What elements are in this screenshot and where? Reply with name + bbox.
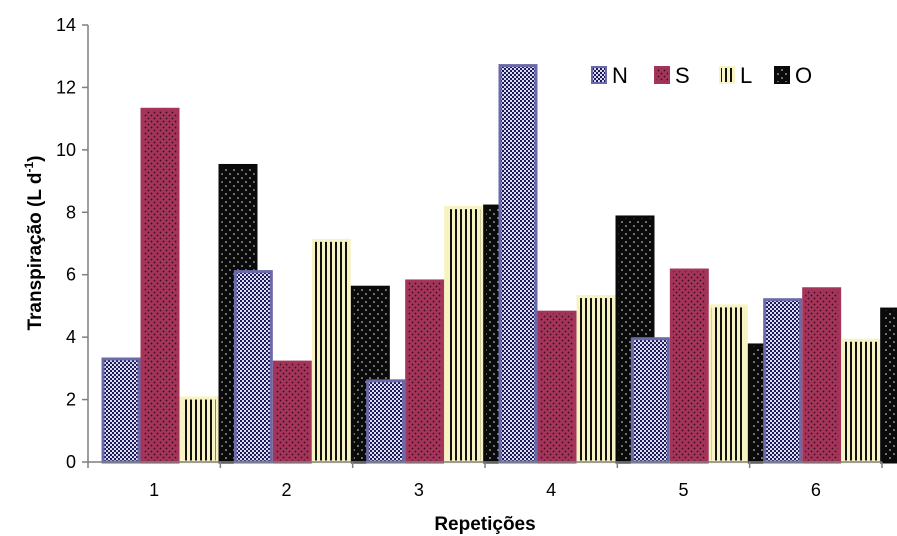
x-tick-label: 4 <box>546 480 556 500</box>
x-tick-label: 6 <box>811 480 821 500</box>
y-tick-label: 8 <box>66 202 76 222</box>
y-tick-label: 14 <box>56 15 76 35</box>
y-tick-label: 0 <box>66 452 76 472</box>
legend-swatch-S <box>654 66 670 84</box>
bars-layer <box>101 64 897 464</box>
y-ticks: 0 2 4 6 8 10 12 14 <box>56 15 88 472</box>
y-axis-title-superscript: -1 <box>22 161 36 172</box>
bar-N-2 <box>233 270 273 464</box>
y-tick-label: 4 <box>66 327 76 347</box>
legend-swatch-O <box>774 66 790 84</box>
bar-S-3 <box>405 279 445 464</box>
bar-L-1 <box>179 396 219 464</box>
bar-L-3 <box>444 206 484 464</box>
bar-N-3 <box>366 379 406 464</box>
y-axis-title-main: Transpiração (L d <box>25 172 46 330</box>
legend-label-L: L <box>740 63 752 88</box>
legend-label-O: O <box>795 63 812 88</box>
bar-S-2 <box>272 360 312 464</box>
y-tick-label: 2 <box>66 390 76 410</box>
bar-L-4 <box>576 295 616 464</box>
legend-swatch-N <box>591 66 607 84</box>
bar-S-5 <box>669 268 709 464</box>
x-tick-label: 2 <box>281 480 291 500</box>
x-axis-title: Repetições <box>434 514 535 535</box>
bar-N-5 <box>630 337 670 464</box>
bar-N-6 <box>763 298 803 464</box>
x-tick-label: 5 <box>678 480 688 500</box>
legend-label-N: N <box>612 63 628 88</box>
y-tick-label: 6 <box>66 265 76 285</box>
x-ticks: 1 2 3 4 5 6 <box>87 462 883 500</box>
y-tick-label: 12 <box>56 77 76 97</box>
x-tick-label: 1 <box>149 480 159 500</box>
legend-swatch-L <box>719 66 735 84</box>
bar-O-6 <box>880 307 897 464</box>
y-axis-title: Transpiração (L d-1) <box>22 155 46 330</box>
bar-S-6 <box>802 287 842 464</box>
y-axis-title-close: ) <box>25 155 46 161</box>
bar-L-5 <box>708 304 748 464</box>
bar-S-1 <box>140 107 180 464</box>
y-tick-label: 10 <box>56 140 76 160</box>
bar-L-6 <box>841 338 881 464</box>
legend-label-S: S <box>675 63 690 88</box>
bar-S-4 <box>537 310 577 464</box>
bar-N-1 <box>101 357 141 464</box>
bar-N-4 <box>498 64 538 464</box>
x-tick-label: 3 <box>414 480 424 500</box>
bar-L-2 <box>311 238 351 464</box>
